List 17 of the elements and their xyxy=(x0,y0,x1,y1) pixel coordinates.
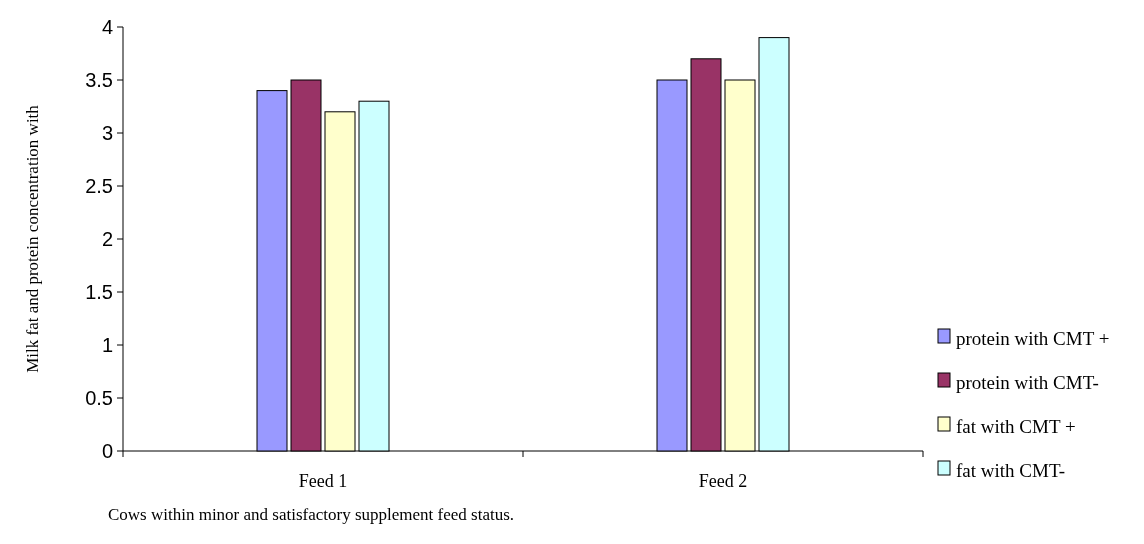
y-tick-label: 0.5 xyxy=(85,387,113,409)
x-tick-label: Feed 1 xyxy=(298,471,348,491)
x-axis-title: Cows within minor and satisfactory supplement feed status. xyxy=(108,505,515,524)
legend-label: fat with CMT- xyxy=(956,459,1066,481)
legend-label: protein with CMT + xyxy=(956,327,1110,349)
y-tick-label: 4 xyxy=(101,16,113,38)
y-axis-title: Milk fat and protein concentration with xyxy=(23,104,42,373)
y-tick-label: 2.5 xyxy=(85,175,113,197)
y-tick-label: 1 xyxy=(101,334,113,356)
y-tick-label: 2 xyxy=(101,228,113,250)
y-tick-label: 3.5 xyxy=(85,69,113,91)
y-tick-label: 0 xyxy=(101,440,113,462)
y-tick-label: 1.5 xyxy=(85,281,113,303)
y-tick-label: 3 xyxy=(101,122,113,144)
x-tick-label: Feed 2 xyxy=(698,471,748,491)
legend-label: protein with CMT- xyxy=(956,371,1099,393)
legend-label: fat with CMT + xyxy=(956,415,1076,437)
